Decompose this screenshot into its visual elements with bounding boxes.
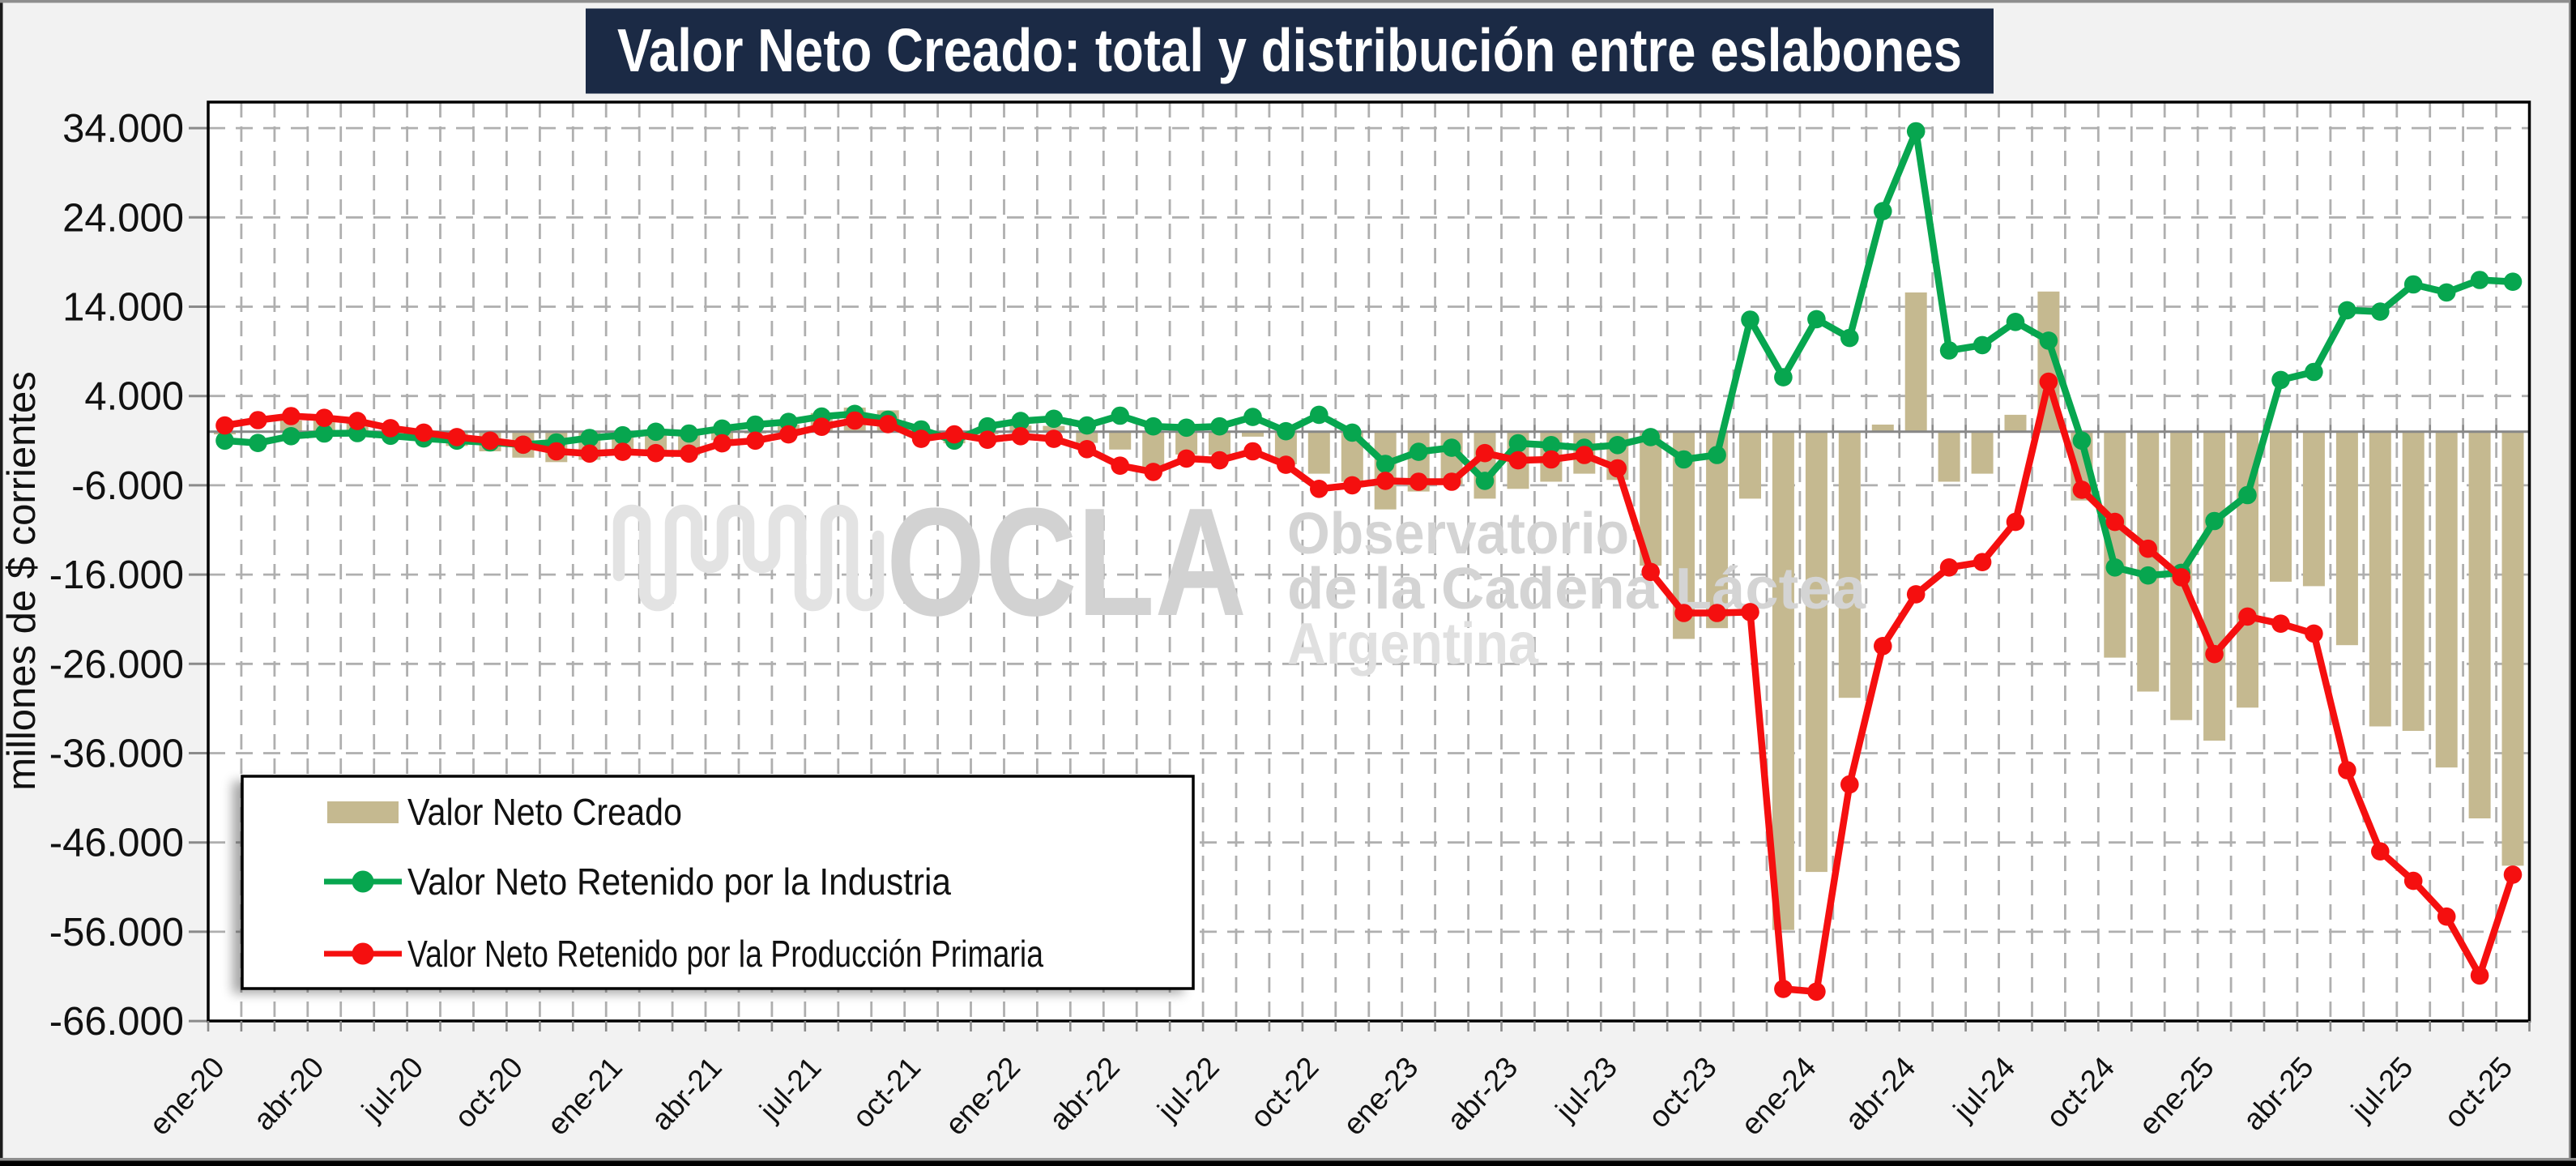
svg-text:OCLA: OCLA xyxy=(886,476,1247,648)
svg-text:de la Cadena Láctea: de la Cadena Láctea xyxy=(1287,557,1866,621)
svg-text:4.000: 4.000 xyxy=(84,375,184,419)
svg-text:Valor Neto Retenido por la Pro: Valor Neto Retenido por la Producción Pr… xyxy=(407,933,1043,975)
svg-text:34.000: 34.000 xyxy=(62,107,184,151)
svg-text:Valor Neto Retenido por la Ind: Valor Neto Retenido por la Industria xyxy=(407,861,951,903)
svg-text:-16.000: -16.000 xyxy=(49,553,184,597)
svg-text:Valor Neto Creado: total y dis: Valor Neto Creado: total y distribución … xyxy=(617,16,1962,84)
svg-text:14.000: 14.000 xyxy=(62,286,184,330)
svg-text:millones de $ corrientes: millones de $ corrientes xyxy=(0,371,44,790)
svg-text:24.000: 24.000 xyxy=(62,196,184,240)
svg-text:-46.000: -46.000 xyxy=(49,822,184,865)
svg-text:-66.000: -66.000 xyxy=(49,1000,184,1044)
svg-text:-6.000: -6.000 xyxy=(71,464,184,508)
svg-text:Argentina: Argentina xyxy=(1287,612,1539,677)
svg-text:-36.000: -36.000 xyxy=(49,732,184,776)
svg-text:Valor Neto Creado: Valor Neto Creado xyxy=(407,791,682,833)
svg-text:-56.000: -56.000 xyxy=(49,911,184,955)
svg-text:Observatorio: Observatorio xyxy=(1287,502,1629,566)
svg-text:-26.000: -26.000 xyxy=(49,643,184,686)
